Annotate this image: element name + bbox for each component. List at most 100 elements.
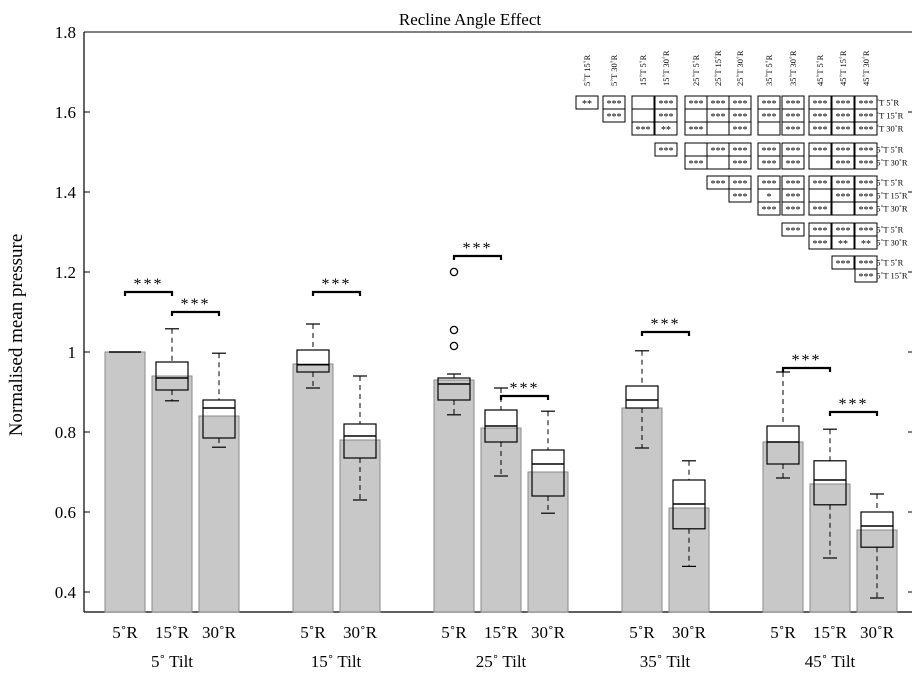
significance-bracket xyxy=(781,366,832,372)
bar-label: 5˚R xyxy=(441,623,467,642)
matrix-cell-stars: *** xyxy=(813,205,828,216)
significance-matrix: 5˚T 15˚R 5˚T 30˚R 15˚T 5˚R 15˚T 30˚R 25˚T 5˚… xyxy=(575,50,908,283)
y-tick-label: 1.6 xyxy=(55,103,76,122)
matrix-cell xyxy=(654,142,678,157)
matrix-cell-stars: *** xyxy=(733,146,748,157)
bar xyxy=(339,439,381,613)
bar xyxy=(433,379,475,613)
y-tick-label: 1.8 xyxy=(55,23,76,42)
significance-stars: *** xyxy=(510,380,540,397)
group-label: 45˚ Tilt xyxy=(805,652,856,671)
matrix-cell-stars: *** xyxy=(607,112,622,123)
matrix-cell-stars: *** xyxy=(813,146,828,157)
matrix-column-label: 25˚T 5˚R xyxy=(691,54,701,86)
matrix-cell-stars: *** xyxy=(762,146,777,157)
bar-label: 5˚R xyxy=(112,623,138,642)
matrix-cell-stars: *** xyxy=(711,179,726,190)
matrix-cell-stars: *** xyxy=(836,192,851,203)
significance-stars: *** xyxy=(322,276,352,293)
matrix-cell xyxy=(631,95,655,110)
matrix-cell-stars: *** xyxy=(659,112,674,123)
matrix-cell xyxy=(854,268,878,283)
matrix-column-label: 45˚T 30˚R xyxy=(861,50,871,86)
matrix-cell-stars: *** xyxy=(859,125,874,136)
matrix-cell xyxy=(808,201,832,216)
matrix-cell xyxy=(781,121,805,136)
box xyxy=(202,399,236,439)
bar-label: 15˚R xyxy=(155,623,190,642)
matrix-cell-stars: *** xyxy=(711,112,726,123)
matrix-cell-stars: *** xyxy=(689,99,704,110)
significance-stars: *** xyxy=(839,396,869,413)
matrix-cell-stars: *** xyxy=(786,146,801,157)
matrix-cell-stars: *** xyxy=(762,179,777,190)
matrix-cell-stars: *** xyxy=(733,192,748,203)
matrix-cell-stars: *** xyxy=(786,192,801,203)
y-tick-label: 1 xyxy=(68,343,77,362)
matrix-cell xyxy=(781,155,805,170)
significance-stars: *** xyxy=(134,276,164,293)
matrix-cell xyxy=(808,121,832,136)
matrix-cell xyxy=(757,121,781,136)
matrix-cell-stars: *** xyxy=(813,179,828,190)
matrix-column-label: 15˚T 30˚R xyxy=(661,50,671,86)
matrix-cell xyxy=(757,201,781,216)
significance-brackets: *** *** *** *** *** *** *** *** xyxy=(123,240,879,416)
bar-label: 15˚R xyxy=(813,623,848,642)
y-tick-label: 0.8 xyxy=(55,423,76,442)
matrix-cell xyxy=(575,95,599,110)
outlier-point xyxy=(449,325,459,335)
bar xyxy=(104,351,146,613)
box xyxy=(296,349,330,373)
matrix-column-label: 45˚T 15˚R xyxy=(838,50,848,86)
significance-bracket xyxy=(499,394,550,400)
matrix-cell-stars: *** xyxy=(733,112,748,123)
matrix-cell xyxy=(757,155,781,170)
significance-bracket xyxy=(311,290,362,296)
matrix-cell-stars: *** xyxy=(836,125,851,136)
matrix-cell-stars: *** xyxy=(636,125,651,136)
bar xyxy=(480,427,522,613)
matrix-cell-stars: *** xyxy=(813,239,828,250)
matrix-cell xyxy=(631,108,655,123)
bar-label: 5˚R xyxy=(629,623,655,642)
matrix-cell xyxy=(728,188,752,203)
matrix-row-label: 25˚T 30˚R xyxy=(872,204,908,214)
bar-label: 15˚R xyxy=(484,623,519,642)
matrix-cell xyxy=(854,235,878,250)
group-label: 25˚ Tilt xyxy=(476,652,527,671)
matrix-row-label: 25˚T 5˚R xyxy=(872,178,904,188)
matrix-column-label: 15˚T 5˚R xyxy=(638,54,648,86)
matrix-cell-stars: *** xyxy=(711,146,726,157)
matrix-row-label: 45˚T 5˚R xyxy=(872,258,904,268)
box xyxy=(766,425,800,465)
matrix-cell-stars: *** xyxy=(786,205,801,216)
matrix-cell-stars: *** xyxy=(762,99,777,110)
matrix-cell-stars: *** xyxy=(859,159,874,170)
matrix-cell-stars: *** xyxy=(813,99,828,110)
box xyxy=(860,511,894,548)
box xyxy=(813,460,847,506)
x-axis-labels: 5˚R 15˚R 30˚R 5˚ Tilt 5˚R 30˚R 15˚ Tilt 5˚R 15˚R… xyxy=(112,623,894,671)
significance-bracket xyxy=(170,310,221,316)
matrix-cell-stars: ** xyxy=(838,239,848,250)
matrix-cell-stars: *** xyxy=(786,99,801,110)
matrix-row-label: 5˚T 30˚R xyxy=(872,124,904,134)
matrix-cell-stars: *** xyxy=(836,259,851,270)
group-label: 35˚ Tilt xyxy=(640,652,691,671)
matrix-cell-stars: *** xyxy=(786,179,801,190)
y-tick-label: 1.2 xyxy=(55,263,76,282)
bar xyxy=(856,529,898,613)
box xyxy=(531,449,565,497)
matrix-cell xyxy=(854,201,878,216)
matrix-column-label: 25˚T 15˚R xyxy=(713,50,723,86)
matrix-cell-stars: *** xyxy=(859,179,874,190)
matrix-cell xyxy=(808,188,832,203)
chart-title: Recline Angle Effect xyxy=(399,10,542,29)
bar-label: 5˚R xyxy=(300,623,326,642)
matrix-cell-stars: *** xyxy=(659,146,674,157)
y-tick-label: 1.4 xyxy=(55,183,77,202)
matrix-cell xyxy=(728,121,752,136)
matrix-row-label: 25˚T 15˚R xyxy=(872,191,908,201)
